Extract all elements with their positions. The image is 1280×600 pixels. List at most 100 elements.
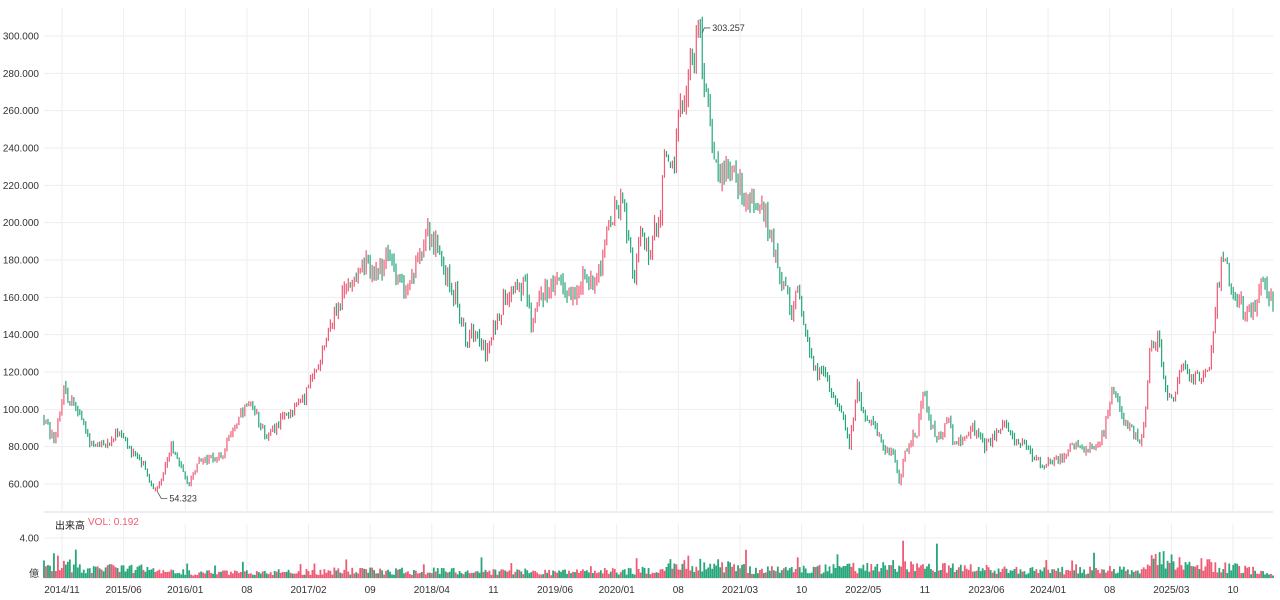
volume-bar	[55, 570, 57, 578]
volume-bar	[82, 569, 85, 578]
volume-bar	[53, 553, 55, 578]
time-tick-label: 2024/01	[1030, 585, 1067, 596]
volume-bar	[287, 569, 290, 578]
volume-bar	[116, 568, 119, 578]
volume-bar	[707, 567, 710, 578]
volume-bar	[502, 569, 505, 578]
volume-bar	[1047, 569, 1050, 578]
volume-bar	[826, 571, 829, 578]
volume-bar	[315, 574, 318, 578]
volume-bar	[928, 563, 930, 578]
volume-bar	[102, 571, 105, 578]
volume-bar	[806, 573, 809, 578]
time-tick-label: 2019/06	[537, 585, 574, 596]
volume-bar	[862, 564, 865, 578]
volume-bar	[47, 565, 49, 578]
volume-bar	[858, 568, 861, 578]
volume-bar	[836, 554, 839, 578]
volume-bar	[243, 571, 246, 578]
volume-bar	[150, 569, 153, 578]
volume-bar	[890, 565, 893, 578]
volume-bar	[190, 574, 193, 578]
volume-bar	[208, 570, 210, 578]
volume-bar	[534, 571, 537, 578]
volume-bar	[1041, 571, 1044, 578]
volume-bar	[1176, 567, 1179, 578]
volume-bar	[1120, 569, 1123, 578]
volume-bar	[723, 572, 726, 578]
volume-bar	[206, 570, 208, 578]
volume-bar	[1192, 566, 1195, 578]
volume-bar	[770, 566, 773, 578]
volume-bar	[745, 549, 747, 578]
volume-bar	[303, 574, 306, 578]
volume-bar	[1118, 566, 1121, 578]
volume-bar	[420, 571, 423, 578]
volume-bar	[1021, 571, 1024, 578]
volume-bar	[230, 571, 232, 578]
volume-bar	[152, 568, 155, 578]
price-tick-label: 220.000	[3, 181, 40, 192]
volume-bar	[285, 571, 288, 578]
volume-bar	[938, 570, 940, 578]
volume-bar	[1077, 573, 1080, 578]
volume-bar	[675, 564, 678, 578]
volume-bar	[1254, 570, 1257, 578]
volume-bar	[1043, 567, 1046, 578]
volume-bar	[880, 568, 883, 578]
volume-bar	[263, 570, 266, 578]
volume-bar	[741, 564, 743, 578]
volume-bar	[1049, 572, 1052, 578]
volume-bar	[989, 570, 992, 578]
volume-tick-label: 4.00	[20, 534, 40, 545]
volume-bar	[176, 573, 179, 578]
volume-bar	[367, 572, 370, 578]
volume-bar	[663, 570, 666, 578]
volume-bar	[564, 569, 566, 578]
volume-bar	[850, 566, 853, 578]
volume-bar	[289, 572, 292, 578]
volume-bar	[1228, 563, 1231, 578]
volume-bar	[76, 567, 79, 578]
volume-bar	[896, 571, 899, 578]
volume-bar	[737, 565, 739, 578]
volume-bar	[1206, 559, 1209, 578]
volume-bar	[321, 574, 324, 578]
volume-bar	[951, 563, 954, 578]
volume-bar	[1031, 567, 1034, 578]
volume-readout-value: 0.192	[113, 517, 139, 528]
volume-bar	[200, 571, 203, 578]
volume-bar	[625, 574, 628, 578]
volume-bar	[96, 566, 99, 578]
volume-bar	[731, 566, 733, 578]
volume-bar	[106, 565, 109, 578]
volume-bar	[782, 568, 785, 578]
volume-bar	[442, 568, 445, 578]
volume-bar	[62, 560, 65, 578]
volume-bar	[1003, 566, 1006, 578]
volume-bar	[647, 568, 650, 578]
volume-series	[43, 540, 1274, 578]
volume-bar	[800, 572, 803, 578]
volume-bar	[349, 574, 352, 578]
volume-bar	[1244, 565, 1247, 578]
volume-bar	[1093, 552, 1095, 578]
volume-bar	[359, 568, 362, 578]
volume-bar	[347, 571, 350, 578]
volume-bar	[293, 573, 296, 578]
volume-bar	[764, 572, 767, 578]
volume-bar	[524, 568, 527, 578]
volume-bar	[132, 572, 135, 578]
volume-bar	[325, 572, 328, 578]
volume-bar	[593, 570, 596, 578]
volume-bar	[1089, 566, 1091, 578]
volume-bar	[1105, 572, 1107, 578]
volume-bar	[313, 563, 316, 578]
volume-bar	[182, 569, 185, 578]
volume-bar	[172, 570, 175, 578]
volume-bar	[492, 569, 495, 578]
volume-bar	[558, 570, 560, 578]
volume-bar	[482, 571, 485, 578]
volume-bar	[1091, 570, 1093, 578]
volume-bar	[685, 568, 688, 578]
